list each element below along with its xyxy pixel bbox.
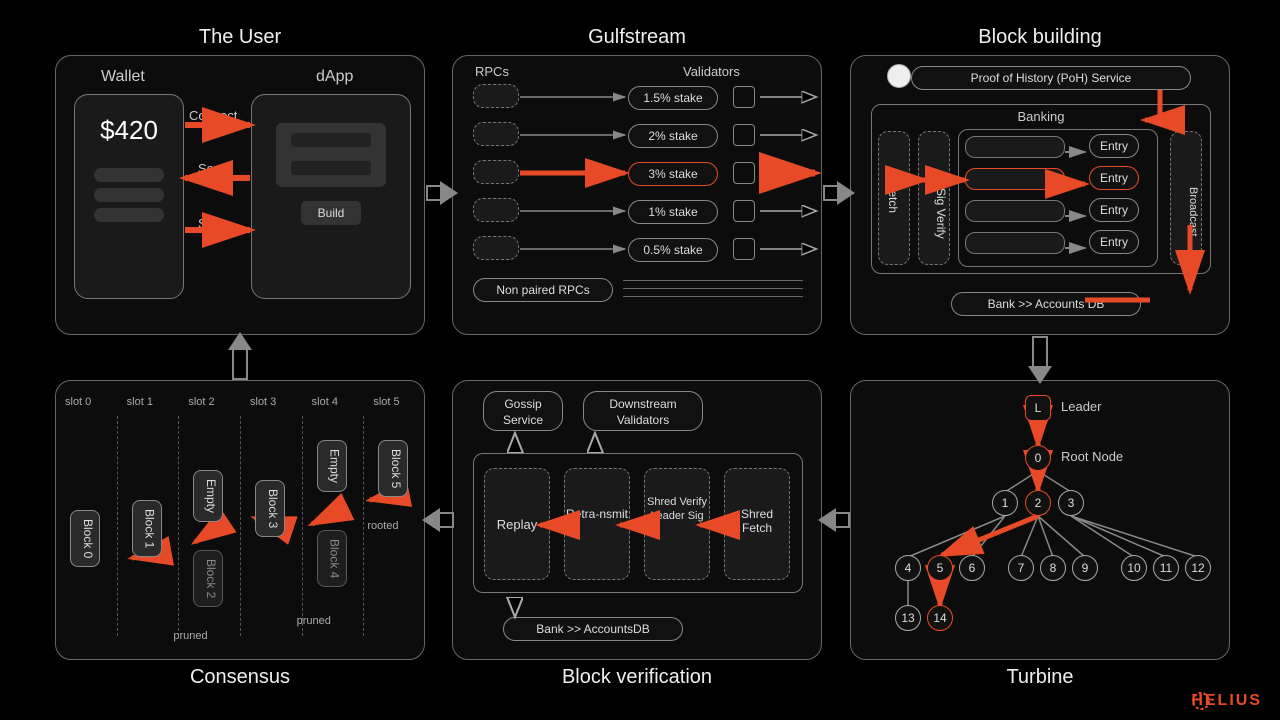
turbine-node: 7: [1008, 555, 1034, 581]
turbine-node: 0: [1025, 445, 1051, 471]
slot-divider: [178, 416, 179, 636]
turbine-node: 1: [992, 490, 1018, 516]
flow-verify-to-consensus: [440, 512, 454, 528]
consensus-block: Block 2: [193, 550, 223, 607]
turbine-node: 8: [1040, 555, 1066, 581]
turbine-node: 13: [895, 605, 921, 631]
turbine-node: 10: [1121, 555, 1147, 581]
consensus-block: Block 4: [317, 530, 347, 587]
turbine-node: 11: [1153, 555, 1179, 581]
slot-label: slot 3: [250, 396, 276, 408]
flow-consensus-to-user: [232, 350, 248, 380]
turbine-node: 4: [895, 555, 921, 581]
pruned-label: pruned: [173, 630, 207, 642]
flow-build-to-turbine: [1032, 336, 1048, 366]
turbine-node: 12: [1185, 555, 1211, 581]
slot-label: slot 4: [312, 396, 338, 408]
helius-logo: HELIUS: [1191, 692, 1262, 710]
consensus-block: Block 1: [132, 500, 162, 557]
slot-label: slot 2: [188, 396, 214, 408]
turbine-node: L: [1025, 395, 1051, 421]
turbine-node: 14: [927, 605, 953, 631]
slot-label: slot 0: [65, 396, 91, 408]
slot-label: slot 5: [373, 396, 399, 408]
turbine-node: 6: [959, 555, 985, 581]
turbine-node: 9: [1072, 555, 1098, 581]
connectors-overlay: [0, 0, 1280, 720]
rooted-label: rooted: [367, 520, 398, 532]
slot-label: slot 1: [127, 396, 153, 408]
slot-divider: [363, 416, 364, 636]
turbine-node: 3: [1058, 490, 1084, 516]
turbine-node: 2: [1025, 490, 1051, 516]
consensus-block: Empty: [193, 470, 223, 522]
consensus-block: Block 0: [70, 510, 100, 567]
consensus-block: Block 5: [378, 440, 408, 497]
pruned-label: pruned: [297, 615, 331, 627]
slot-divider: [240, 416, 241, 636]
turbine-node: 5: [927, 555, 953, 581]
flow-gulf-to-build: [823, 185, 837, 201]
consensus-block: Empty: [317, 440, 347, 492]
slot-divider: [302, 416, 303, 636]
consensus-block: Block 3: [255, 480, 285, 537]
slot-divider: [117, 416, 118, 636]
flow-turbine-to-verify: [836, 512, 850, 528]
flow-user-to-gulf: [426, 185, 440, 201]
